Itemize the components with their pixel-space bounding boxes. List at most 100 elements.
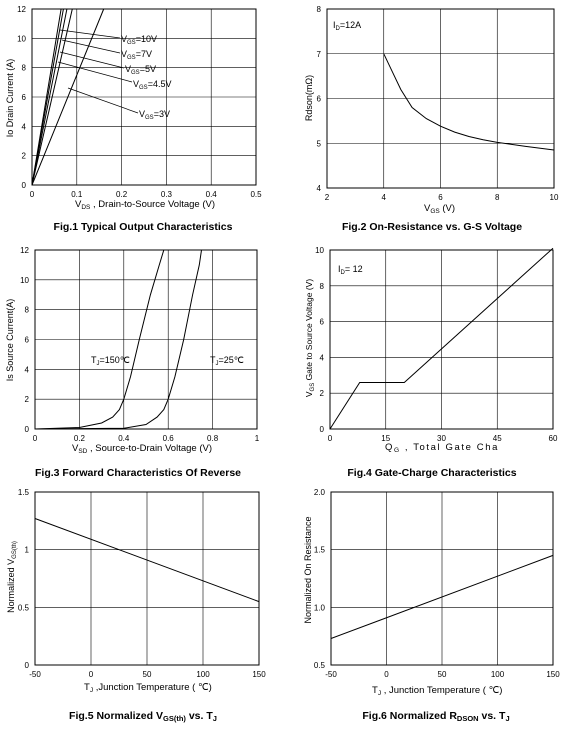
fig3-x-tick-label: 1 (255, 434, 260, 443)
fig2-y-tick-label: 5 (317, 139, 322, 148)
fig1-caption: Fig.1 Typical Output Characteristics (54, 221, 233, 233)
fig4-y-tick-label: 8 (320, 282, 325, 291)
fig1-leader-line (59, 51, 125, 69)
fig2-y-tick-label: 8 (317, 5, 322, 14)
fig3-y-axis-label: Is Source Current(A) (5, 299, 15, 382)
fig6-series-line-1 (330, 554, 554, 639)
fig3-annotation-tj150: TJ=150℃ (91, 355, 130, 367)
fig5-y-axis-label: Normalized VGS(th) (6, 541, 18, 613)
fig2-y-tick-label: 4 (317, 184, 322, 193)
fig6-y-tick-label: 2.0 (314, 488, 326, 497)
fig1-series-line-3 (31, 8, 68, 186)
fig1-chart: 0 0.1 0.2 0.3 0.4 0.5 0 2 4 6 8 10 12 VGS=10V VGS=7… (5, 5, 262, 233)
fig1-y-axis-label: Io Drain Current (A) (5, 59, 15, 138)
fig4-x-axis-label: QG , Total Gate Cha (385, 442, 499, 454)
fig2-y-axis-label: Rdson(mΩ) (304, 75, 314, 121)
fig3-series-line-1 (34, 249, 165, 430)
fig1-series-group (31, 8, 105, 186)
fig1-x-tick-label: 0.2 (116, 190, 128, 199)
fig2-x-tick-label: 10 (550, 193, 559, 202)
fig5-x-axis-label: TJ ,Junction Temperature ( ℃) (84, 682, 212, 694)
fig2-x-tick-label: 2 (325, 193, 330, 202)
fig3-y-tick-label: 12 (20, 246, 29, 255)
fig3-y-tick-label: 8 (25, 306, 30, 315)
fig4-annotation-id: ID= 12 (338, 264, 363, 276)
fig4-grid (330, 250, 553, 429)
fig5-series-group (34, 518, 260, 603)
fig2-y-tick-label: 7 (317, 50, 322, 59)
fig3-series-group (34, 249, 202, 430)
fig6-y-tick-labels: 0.5 1.0 1.5 2.0 (314, 488, 326, 670)
fig2-grid (327, 9, 554, 188)
fig1-series-line-5 (31, 8, 105, 186)
fig3-grid (35, 250, 257, 429)
fig1-y-tick-label: 4 (22, 122, 27, 131)
fig2-x-tick-label: 8 (495, 193, 500, 202)
fig3-caption: Fig.3 Forward Characteristics Of Reverse (35, 467, 241, 479)
fig1-x-tick-label: 0.5 (250, 190, 262, 199)
fig4-y-tick-labels: 0 2 4 6 8 10 (315, 246, 324, 434)
fig6-y-tick-label: 1.0 (314, 603, 326, 612)
fig6-x-tick-label: 0 (384, 670, 389, 679)
fig5-x-tick-labels: -50 0 50 100 150 (29, 670, 266, 679)
fig3-y-tick-labels: 0 2 4 6 8 10 12 (20, 246, 29, 434)
fig4-y-tick-label: 0 (320, 425, 325, 434)
fig1-series-line-4 (31, 8, 73, 186)
fig3-y-tick-label: 0 (25, 425, 30, 434)
fig1-plot-frame (31, 8, 257, 186)
fig3-annotation-tj25: TJ=25℃ (210, 355, 244, 367)
fig4-x-tick-labels: 0 15 30 45 60 (328, 434, 558, 443)
fig3-plot-frame (34, 249, 258, 430)
fig2-y-tick-label: 6 (317, 95, 322, 104)
fig1-annotation-vgs4.5: VGS=4.5V (133, 79, 171, 91)
fig2-x-tick-label: 4 (382, 193, 387, 202)
fig6-series-group (330, 554, 554, 639)
fig3-x-tick-labels: 0 0.2 0.4 0.6 0.8 1 (33, 434, 260, 443)
fig2-y-tick-labels: 4 5 6 7 8 (317, 5, 322, 193)
fig4-y-tick-label: 2 (320, 389, 325, 398)
fig6-caption: Fig.6 Normalized RDSON vs. TJ (362, 710, 509, 723)
fig2-caption: Fig.2 On-Resistance vs. G-S Voltage (342, 221, 522, 233)
fig4-x-tick-label: 45 (493, 434, 502, 443)
fig1-annotation-vgs3: VGS=3V (139, 109, 170, 121)
fig3-x-tick-label: 0.4 (118, 434, 130, 443)
fig4-chart: 0 15 30 45 60 0 2 4 6 8 10 ID= 12 QG , Total Gate… (304, 246, 558, 479)
fig3-y-tick-label: 4 (25, 365, 30, 374)
fig3-series-line-2 (34, 249, 202, 430)
fig1-x-axis-label: VDS , Drain-to-Source Voltage (V) (75, 199, 215, 211)
fig6-x-tick-label: 150 (546, 670, 560, 679)
fig5-series-line-1 (34, 518, 260, 603)
fig4-x-tick-label: 15 (381, 434, 390, 443)
fig4-x-tick-label: 0 (328, 434, 333, 443)
fig2-series-line-1 (383, 53, 555, 151)
fig6-y-tick-label: 0.5 (314, 661, 326, 670)
fig4-plot-frame (329, 249, 554, 430)
fig6-grid (331, 492, 553, 665)
fig1-leader-line (67, 87, 139, 114)
fig1-x-tick-labels: 0 0.1 0.2 0.3 0.4 0.5 (30, 190, 262, 199)
fig1-x-tick-label: 0.4 (206, 190, 218, 199)
fig3-x-tick-label: 0.6 (163, 434, 175, 443)
fig2-plot-frame (326, 8, 555, 189)
fig3-y-tick-label: 6 (25, 336, 30, 345)
fig1-y-tick-label: 6 (22, 93, 27, 102)
fig4-y-tick-label: 4 (320, 353, 325, 362)
fig1-grid (32, 9, 256, 185)
fig2-x-axis-label: VGS (V) (424, 203, 455, 215)
fig5-x-tick-label: -50 (29, 670, 41, 679)
fig1-series-line-2 (31, 8, 64, 186)
fig1-y-tick-label: 8 (22, 64, 27, 73)
fig3-x-tick-label: 0.8 (207, 434, 219, 443)
fig1-y-tick-label: 2 (22, 152, 27, 161)
fig5-x-tick-label: 150 (252, 670, 266, 679)
fig6-x-tick-label: -50 (325, 670, 337, 679)
fig5-grid (35, 492, 259, 665)
fig4-y-axis-label: VGS Gate to Source Voltage (V) (304, 279, 316, 397)
fig5-y-tick-label: 0.5 (18, 603, 30, 612)
fig4-y-tick-label: 6 (320, 318, 325, 327)
fig3-y-tick-label: 10 (20, 276, 29, 285)
fig4-caption: Fig.4 Gate-Charge Characteristics (347, 467, 516, 479)
